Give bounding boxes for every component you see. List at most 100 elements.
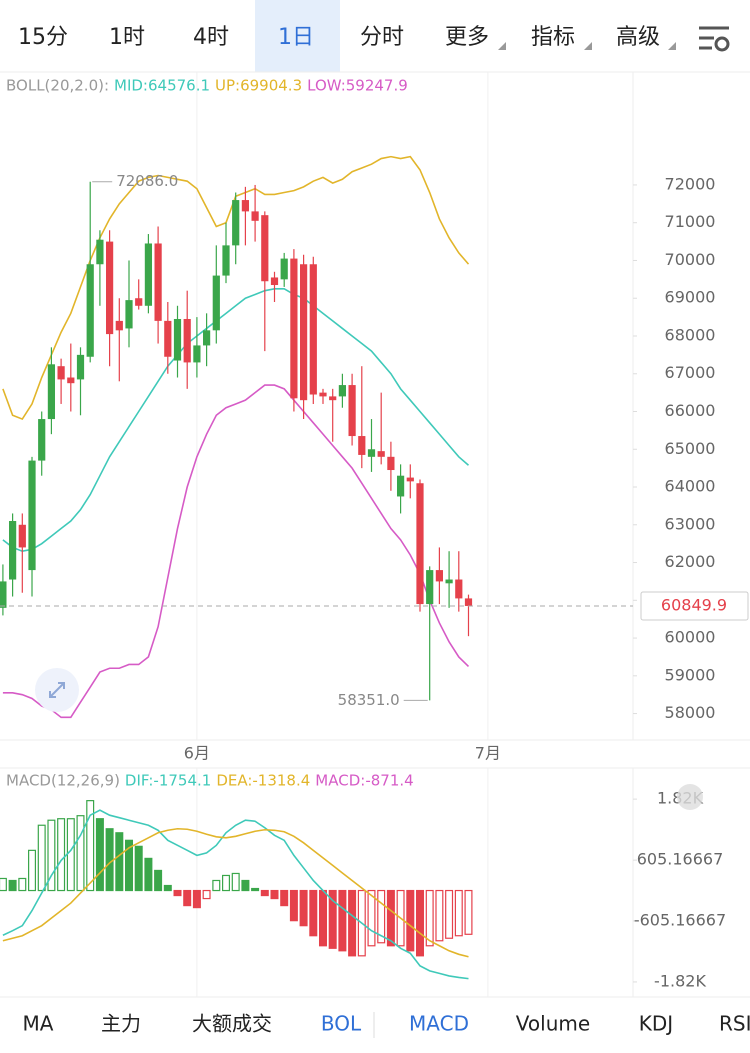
zoom-button[interactable] xyxy=(35,668,79,712)
candle-body xyxy=(212,275,220,331)
macd-bar xyxy=(8,879,17,892)
macd-bar xyxy=(406,889,415,952)
indicator-tab[interactable]: 主力 xyxy=(101,1012,141,1036)
macd-bar xyxy=(47,819,56,892)
candle-body xyxy=(416,483,424,605)
macd-bar xyxy=(0,877,7,892)
indicator-tab[interactable]: RSI xyxy=(719,1012,750,1036)
macd-bar xyxy=(212,879,221,892)
candle-body xyxy=(435,570,443,582)
macd-bar xyxy=(105,828,114,892)
candle-body xyxy=(164,320,172,357)
y-tick-label: 64000 xyxy=(665,477,716,496)
candle-body xyxy=(299,264,308,401)
macd-bar xyxy=(28,849,37,892)
y-tick-label: 59000 xyxy=(665,665,716,684)
macd-bar xyxy=(270,889,279,900)
legend-entry: UP:69904.3 xyxy=(215,77,302,95)
dropdown-caret xyxy=(584,42,592,50)
macd-bar xyxy=(318,889,327,947)
indicator-line xyxy=(2,384,470,719)
macd-bar xyxy=(260,889,269,897)
candle-body xyxy=(106,241,114,335)
more-dropdown[interactable]: 更多 xyxy=(445,25,489,50)
candle-body xyxy=(387,456,395,471)
y-tick-label: 68000 xyxy=(665,325,716,344)
candle-body xyxy=(251,211,259,221)
tab-bar xyxy=(0,0,750,72)
y-tick-label: 70000 xyxy=(665,250,716,269)
period-tab[interactable]: 1时 xyxy=(109,25,145,50)
macd-bar xyxy=(348,889,357,957)
price-panel: 6月7月580005900060000610006200063000640006… xyxy=(0,72,749,763)
annotation-label: 58351.0 xyxy=(338,691,400,709)
candle-body xyxy=(396,475,405,497)
overlay-icon[interactable] xyxy=(677,784,703,810)
dropdown-caret xyxy=(498,42,506,50)
active-tab-bg xyxy=(255,0,340,72)
candle-body xyxy=(329,396,337,401)
candle-body xyxy=(125,300,133,329)
period-tab[interactable]: 15分 xyxy=(18,25,68,50)
y-tick-label: 72000 xyxy=(665,174,716,193)
last-price-label: 60849.9 xyxy=(661,595,727,614)
candle-body xyxy=(348,385,356,437)
period-tab[interactable]: 4时 xyxy=(193,25,229,50)
indicator-tab-active[interactable]: MACD xyxy=(409,1012,469,1036)
macd-bar xyxy=(95,818,104,892)
candle-body xyxy=(358,436,366,455)
y-tick-label: 605.16667 xyxy=(637,850,724,869)
macd-bar xyxy=(86,800,95,892)
candle-body xyxy=(76,354,85,380)
settings-icon[interactable] xyxy=(699,26,730,52)
indicator-line xyxy=(2,809,469,980)
y-tick-label: 66000 xyxy=(665,401,716,420)
macd-bar xyxy=(425,889,434,947)
candle-body xyxy=(464,598,473,606)
y-tick-label: 69000 xyxy=(665,288,716,307)
candle-body xyxy=(18,524,26,548)
macd-bar xyxy=(251,887,260,892)
legend-entry: MACD:-871.4 xyxy=(315,772,413,790)
candle-body xyxy=(38,419,46,461)
candle-body xyxy=(57,366,65,380)
candle-body xyxy=(338,385,346,397)
candle-body xyxy=(183,318,191,363)
candle-body xyxy=(290,258,298,399)
candle-body xyxy=(367,449,376,457)
indicator-tab[interactable]: MA xyxy=(23,1012,54,1036)
macd-bar xyxy=(18,877,27,892)
candle-body xyxy=(0,581,7,608)
macd-bar xyxy=(144,857,153,892)
candle-body xyxy=(309,264,317,395)
y-tick-label: -605.16667 xyxy=(634,910,726,929)
candle-body xyxy=(222,245,230,276)
indicator-tab[interactable]: 大额成交 xyxy=(192,1012,272,1036)
macd-bar xyxy=(134,845,143,892)
indicator-tab[interactable]: Volume xyxy=(516,1012,590,1036)
indicator-tab-active[interactable]: BOL xyxy=(321,1012,362,1036)
candle-body xyxy=(173,318,182,361)
macd-panel: 1.82K605.16667-605.16667-1.82KMACD(12,26… xyxy=(0,768,726,997)
macd-bar xyxy=(377,889,386,944)
macd-bar xyxy=(37,824,46,892)
macd-bar xyxy=(115,832,124,892)
macd-bar xyxy=(202,889,211,900)
period-tab[interactable]: 分时 xyxy=(360,25,404,50)
candle-body xyxy=(377,451,385,457)
indicator-line xyxy=(2,827,469,958)
candle-body xyxy=(455,579,463,599)
macd-bar xyxy=(464,889,473,935)
period-tab-active[interactable]: 1日 xyxy=(278,25,314,50)
candle-body xyxy=(203,330,211,346)
macd-bar xyxy=(241,879,250,892)
indicator-line xyxy=(2,287,470,553)
macd-bar xyxy=(299,889,308,927)
indicator-tab[interactable]: KDJ xyxy=(639,1012,673,1036)
advanced-dropdown[interactable]: 高级 xyxy=(616,25,660,50)
x-tick-label: 6月 xyxy=(184,744,210,763)
macd-bar xyxy=(222,874,231,892)
dropdown-caret xyxy=(668,42,676,50)
indicator-dropdown[interactable]: 指标 xyxy=(531,25,575,50)
candle-body xyxy=(280,258,288,280)
